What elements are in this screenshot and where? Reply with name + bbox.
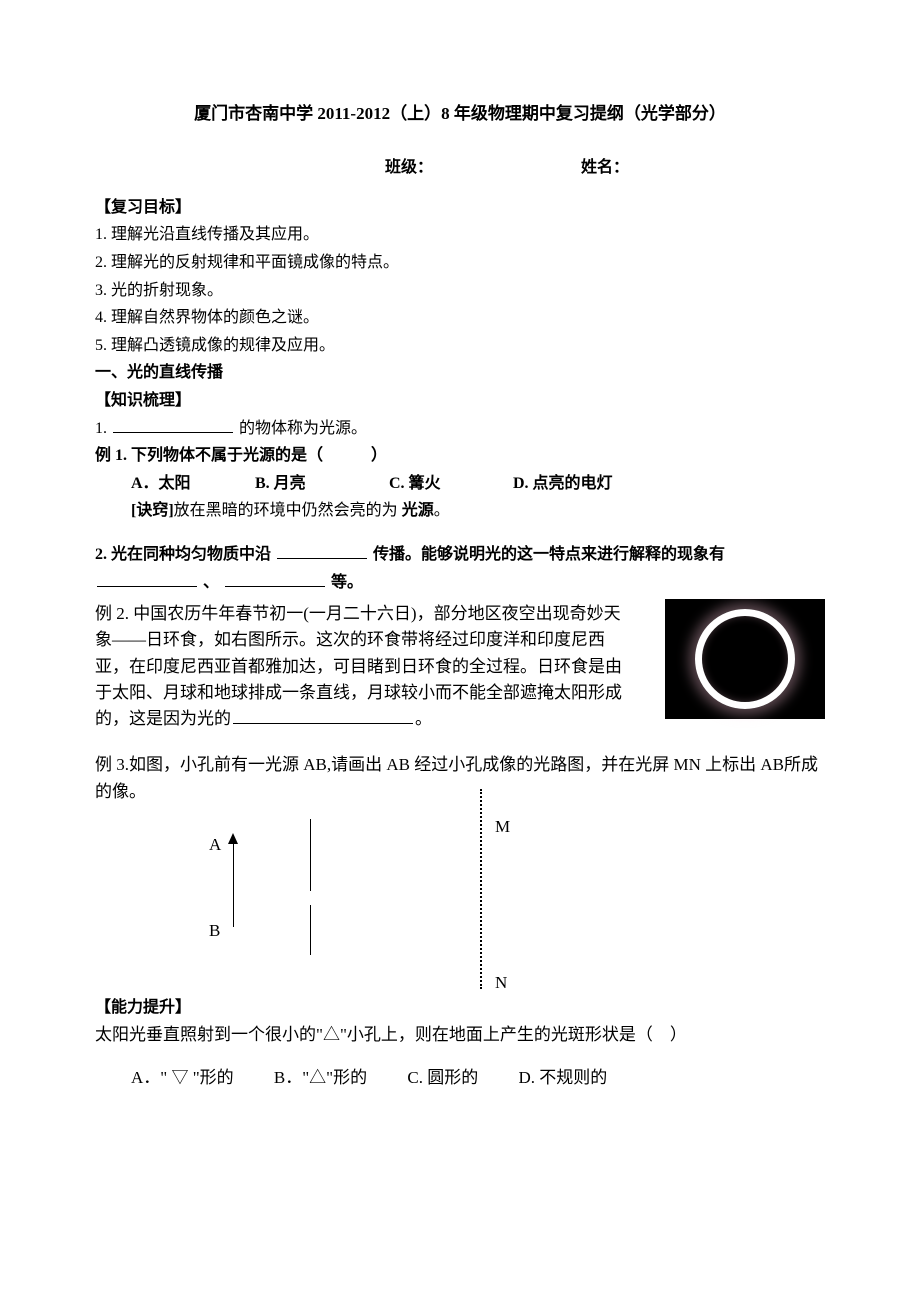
fill-blank[interactable] bbox=[277, 542, 367, 559]
q2-suffix: 等。 bbox=[331, 574, 363, 591]
class-label: 班级： bbox=[385, 159, 433, 176]
ex1-opt-c: C. 篝火 bbox=[389, 471, 509, 497]
goal-item: 2. 理解光的反射规律和平面镜成像的特点。 bbox=[95, 250, 825, 276]
aperture-bottom bbox=[310, 905, 311, 955]
screen-mn bbox=[480, 789, 482, 989]
class-name-row: 班级： 姓名： bbox=[95, 155, 825, 181]
goals-header: 【复习目标】 bbox=[95, 195, 825, 221]
ability-options: A．" ▽ "形的 B．"△"形的 C. 圆形的 D. 不规则的 bbox=[95, 1064, 825, 1091]
q2-line2: 、 等。 bbox=[95, 570, 825, 596]
ex3-text: 例 3.如图，小孔前有一光源 AB,请画出 AB 经过小孔成像的光路图，并在光屏… bbox=[95, 751, 825, 805]
tip-before: 放在黑暗的环境中仍然会亮的为 bbox=[174, 502, 402, 519]
goal-item: 1. 理解光沿直线传播及其应用。 bbox=[95, 222, 825, 248]
name-label: 姓名： bbox=[581, 159, 629, 176]
fill-blank[interactable] bbox=[97, 570, 197, 587]
ex2-suffix: 。 bbox=[415, 709, 432, 728]
example2-wrap: 例 2. 中国农历牛年春节初一(一月二十六日)，部分地区夜空出现奇妙天象——日环… bbox=[95, 601, 825, 733]
pinhole-diagram: A B M N bbox=[95, 809, 515, 989]
tip-line: [诀窍]放在黑暗的环境中仍然会亮的为 光源。 bbox=[95, 498, 825, 524]
tip-label: [诀窍] bbox=[131, 502, 174, 519]
ability-text: 太阳光垂直照射到一个很小的"△"小孔上，则在地面上产生的光斑形状是（ ） bbox=[95, 1021, 825, 1048]
q2-line: 2. 光在同种均匀物质中沿 传播。能够说明光的这一特点来进行解释的现象有 bbox=[95, 542, 825, 568]
ability-header: 【能力提升】 bbox=[95, 995, 825, 1021]
ex2-text-block: 例 2. 中国农历牛年春节初一(一月二十六日)，部分地区夜空出现奇妙天象——日环… bbox=[95, 601, 635, 733]
eclipse-ring bbox=[695, 609, 795, 709]
ex1-stem: 例 1. 下列物体不属于光源的是（ ） bbox=[95, 443, 825, 469]
q1-prefix: 1. bbox=[95, 420, 107, 437]
tip-after: 。 bbox=[434, 502, 450, 519]
page-title: 厦门市杏南中学 2011-2012（上）8 年级物理期中复习提纲（光学部分） bbox=[95, 100, 825, 127]
diagram-label-n: N bbox=[495, 969, 507, 996]
ability-opt-b: B．"△"形的 bbox=[274, 1064, 367, 1091]
q2-mid: 传播。能够说明光的这一特点来进行解释的现象有 bbox=[373, 546, 725, 563]
q2-sep: 、 bbox=[203, 574, 219, 591]
ability-opt-d: D. 不规则的 bbox=[518, 1064, 607, 1091]
arrow-body bbox=[233, 839, 234, 927]
goal-item: 4. 理解自然界物体的颜色之谜。 bbox=[95, 305, 825, 331]
fill-blank[interactable] bbox=[113, 416, 233, 433]
tip-bold: 光源 bbox=[402, 502, 434, 519]
ability-opt-c: C. 圆形的 bbox=[407, 1064, 478, 1091]
q2-prefix: 2. 光在同种均匀物质中沿 bbox=[95, 546, 271, 563]
diagram-label-a: A bbox=[209, 831, 221, 858]
goal-item: 5. 理解凸透镜成像的规律及应用。 bbox=[95, 333, 825, 359]
aperture-top bbox=[310, 819, 311, 891]
section-1-heading: 一、光的直线传播 bbox=[95, 360, 825, 386]
diagram-label-b: B bbox=[209, 917, 220, 944]
knowledge-header: 【知识梳理】 bbox=[95, 388, 825, 414]
diagram-label-m: M bbox=[495, 813, 510, 840]
goal-item: 3. 光的折射现象。 bbox=[95, 278, 825, 304]
q1-line: 1. 的物体称为光源。 bbox=[95, 416, 825, 442]
fill-blank[interactable] bbox=[225, 570, 325, 587]
ex1-opt-a: A．太阳 bbox=[131, 471, 251, 497]
document-page: 厦门市杏南中学 2011-2012（上）8 年级物理期中复习提纲（光学部分） 班… bbox=[0, 0, 920, 1151]
ex1-options: A．太阳 B. 月亮 C. 篝火 D. 点亮的电灯 bbox=[95, 471, 825, 497]
ex1-opt-b: B. 月亮 bbox=[255, 471, 385, 497]
annular-eclipse-image bbox=[665, 599, 825, 719]
ex1-opt-d: D. 点亮的电灯 bbox=[513, 471, 643, 497]
fill-blank[interactable] bbox=[233, 706, 413, 724]
q1-suffix: 的物体称为光源。 bbox=[239, 420, 367, 437]
ability-opt-a: A．" ▽ "形的 bbox=[131, 1064, 234, 1091]
